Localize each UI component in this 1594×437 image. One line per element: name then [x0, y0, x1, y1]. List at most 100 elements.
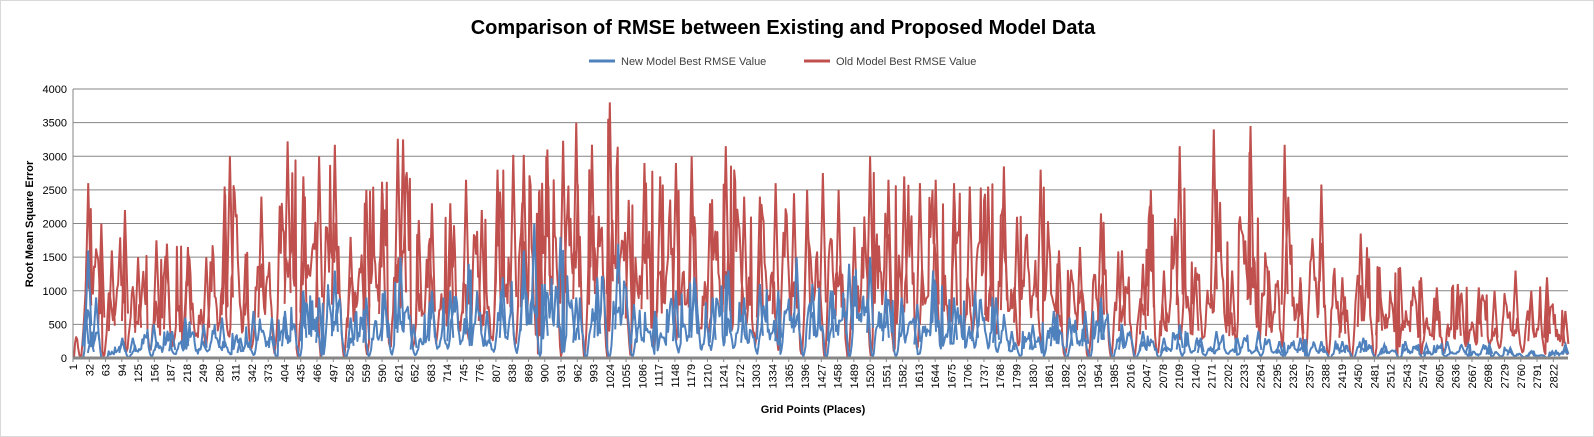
- series-peak-old-model: [162, 243, 171, 330]
- x-tick-label: 125: [133, 364, 145, 382]
- series-peak-new-model: [897, 297, 906, 343]
- series-peak-old-model: [624, 199, 633, 319]
- x-tick-label: 962: [572, 364, 584, 382]
- x-tick-label: 1: [68, 364, 80, 370]
- x-tick-label: 2264: [1255, 364, 1267, 388]
- series-peak-new-model: [808, 283, 817, 340]
- series-peak-old-model: [1096, 213, 1105, 322]
- x-tick-label: 280: [214, 364, 226, 382]
- x-tick-label: 2574: [1418, 364, 1430, 388]
- series-peak-old-model: [509, 154, 518, 308]
- series-peak-old-model: [755, 196, 764, 318]
- x-tick-label: 2109: [1174, 364, 1186, 388]
- series-peak-new-model: [774, 290, 783, 342]
- series-peak-old-model: [535, 189, 544, 316]
- x-tick-label: 1489: [849, 364, 861, 388]
- series-peak-new-model: [267, 317, 276, 349]
- x-tick-label: 1923: [1077, 364, 1089, 388]
- series-peak-new-model: [315, 297, 324, 343]
- series-peak-new-model: [168, 330, 177, 352]
- series-peak-new-model: [913, 304, 922, 345]
- series-peak-new-model: [866, 257, 875, 333]
- x-tick-label: 342: [247, 364, 259, 382]
- series-peak-old-model: [84, 183, 93, 315]
- series-peak-new-model: [299, 290, 308, 342]
- x-tick-label: 1055: [621, 364, 633, 388]
- x-tick-label: 1427: [816, 364, 828, 388]
- x-tick-label: 1675: [946, 364, 958, 388]
- series-peak-old-model: [225, 156, 234, 308]
- y-tick-label: 3500: [43, 118, 67, 130]
- series-peak-old-model: [1228, 270, 1237, 337]
- x-tick-label: 2078: [1158, 364, 1170, 388]
- series-peak-old-model: [330, 144, 339, 305]
- x-tick-label: 931: [556, 364, 568, 382]
- series-peak-old-model: [640, 162, 649, 310]
- series-peak-old-model: [220, 186, 229, 316]
- x-tick-label: 590: [377, 364, 389, 382]
- series-peak-new-model: [396, 257, 405, 333]
- series-peak-old-model: [803, 189, 812, 316]
- series-peak-old-model: [183, 246, 192, 331]
- series-peak-old-model: [493, 169, 502, 311]
- x-tick-label: 807: [491, 364, 503, 382]
- x-tick-label: 1644: [930, 364, 942, 388]
- series-peak-old-model: [477, 210, 486, 322]
- series-peak-old-model: [120, 210, 129, 322]
- series-peak-old-model: [134, 257, 143, 333]
- series-peak-old-model: [427, 203, 436, 320]
- x-tick-label: 2729: [1500, 364, 1512, 388]
- series-peak-new-model: [281, 310, 289, 347]
- x-tick-label: 2760: [1516, 364, 1528, 388]
- series-peak-new-model: [650, 310, 659, 347]
- series-peak-new-model: [1159, 337, 1168, 354]
- series-peak-old-model: [1543, 277, 1552, 338]
- x-tick-label: 2357: [1304, 364, 1316, 388]
- series-peak-new-model: [1175, 324, 1184, 350]
- series-peak-old-model: [965, 186, 974, 316]
- x-axis-title: Grid Points (Places): [761, 404, 866, 416]
- series-peak-new-model: [1548, 349, 1557, 357]
- x-tick-label: 2512: [1386, 364, 1398, 388]
- x-tick-label: 1117: [654, 364, 666, 387]
- series-peak-old-model: [1338, 277, 1347, 338]
- series-peak-old-model: [1280, 144, 1289, 305]
- series-peak-new-model: [826, 290, 835, 342]
- x-tick-label: 156: [149, 364, 161, 382]
- x-tick-label: 1272: [735, 364, 747, 388]
- x-tick-label: 1365: [784, 364, 796, 388]
- series-peak-old-model: [315, 156, 324, 308]
- series-peak-old-model: [446, 203, 455, 320]
- series-peak-new-model: [1338, 340, 1347, 355]
- series-peak-new-model: [530, 223, 539, 325]
- x-tick-label: 2698: [1483, 364, 1495, 388]
- series-peak-old-model: [1013, 216, 1022, 323]
- series-peak-new-model: [446, 290, 455, 342]
- x-tick-label: 32: [84, 364, 96, 376]
- series-peak-new-model: [992, 297, 1001, 343]
- series-peak-old-model: [1356, 233, 1365, 327]
- x-tick-label: 652: [410, 364, 422, 382]
- series-peak-old-model: [1417, 277, 1426, 338]
- series-peak-new-model: [1065, 317, 1074, 349]
- series-peak-new-model: [1527, 349, 1536, 357]
- series-peak-new-model: [409, 324, 418, 350]
- series-peak-new-model: [1138, 330, 1147, 352]
- x-tick-label: 1861: [1044, 364, 1056, 388]
- x-tick-label: 2388: [1321, 364, 1333, 388]
- series-peak-old-model: [1317, 184, 1326, 315]
- x-tick-label: 2295: [1272, 364, 1284, 388]
- series-peak-old-model: [884, 179, 893, 314]
- series-peak-new-model: [128, 337, 137, 354]
- x-tick-label: 1706: [963, 364, 975, 388]
- series-peak-old-model: [656, 176, 665, 313]
- series-peak-old-model: [257, 196, 266, 318]
- series-peak-new-model: [118, 337, 127, 354]
- x-tick-label: 1582: [898, 364, 910, 388]
- x-tick-label: 1954: [1093, 364, 1105, 388]
- series-peak-old-model: [362, 189, 371, 316]
- series-peak-new-model: [671, 290, 680, 342]
- series-peak-old-model: [999, 166, 1008, 311]
